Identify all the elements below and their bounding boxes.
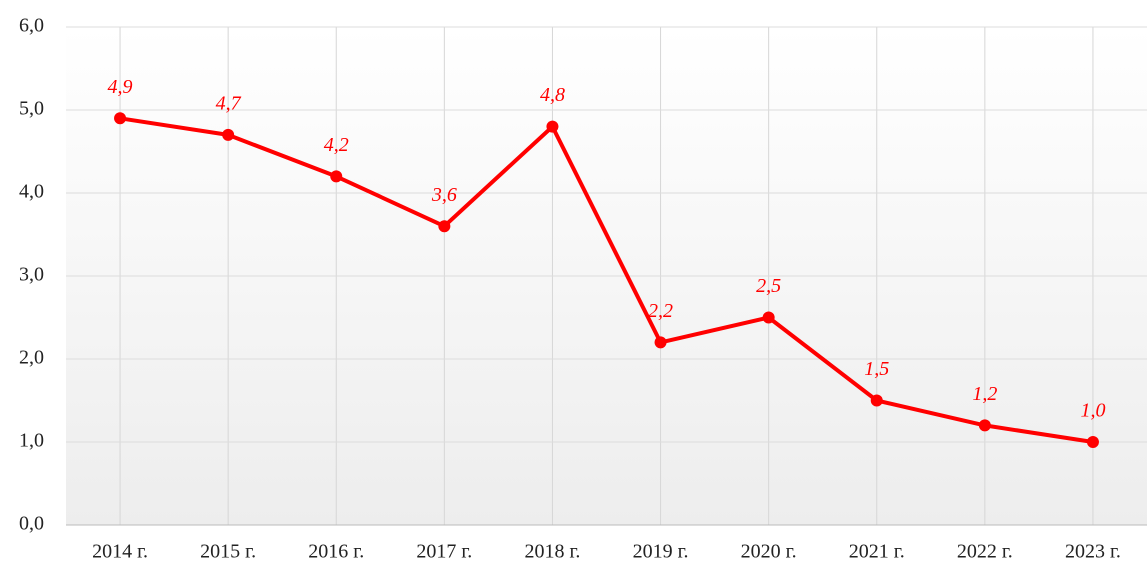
y-tick-label: 3,0 <box>19 264 44 286</box>
marker <box>546 120 559 133</box>
x-tick-label: 2021 г. <box>849 541 905 563</box>
marker <box>1086 436 1099 448</box>
marker <box>870 394 883 407</box>
marker <box>654 336 667 349</box>
y-tick-label: 0,0 <box>19 513 44 535</box>
marker <box>978 419 991 432</box>
x-tick-label: 2022 г. <box>957 541 1013 563</box>
data-label: 4,7 <box>216 92 242 114</box>
data-label: 2,5 <box>756 275 781 297</box>
y-tick-label: 1,0 <box>19 430 44 452</box>
marker <box>114 112 127 125</box>
line <box>119 116 1094 444</box>
marker <box>330 170 343 183</box>
data-label: 4,8 <box>540 84 565 106</box>
x-tick-label: 2023 г. <box>1065 541 1121 563</box>
data-label: 4,9 <box>108 76 133 98</box>
data-label: 1,2 <box>972 383 997 405</box>
data-label: 3,6 <box>431 184 457 206</box>
data-label: 1,5 <box>864 358 889 380</box>
data-label: 1,0 <box>1080 400 1105 422</box>
x-tick-label: 2016 г. <box>308 541 364 563</box>
x-tick-label: 2015 г. <box>200 541 256 563</box>
data-label: 2,2 <box>648 300 673 322</box>
x-tick-label: 2018 г. <box>524 541 580 563</box>
x-tick-label: 2019 г. <box>633 541 689 563</box>
marker <box>222 128 235 141</box>
marker <box>762 311 775 324</box>
y-tick-label: 5,0 <box>19 98 44 120</box>
x-tick-label: 2014 г. <box>92 541 148 563</box>
x-tick-label: 2017 г. <box>416 541 472 563</box>
y-tick-label: 6,0 <box>19 15 44 37</box>
data-label: 4,2 <box>324 134 349 156</box>
x-tick-label: 2020 г. <box>741 541 797 563</box>
marker <box>438 220 451 233</box>
y-tick-label: 2,0 <box>19 347 44 369</box>
y-tick-label: 4,0 <box>19 181 44 203</box>
